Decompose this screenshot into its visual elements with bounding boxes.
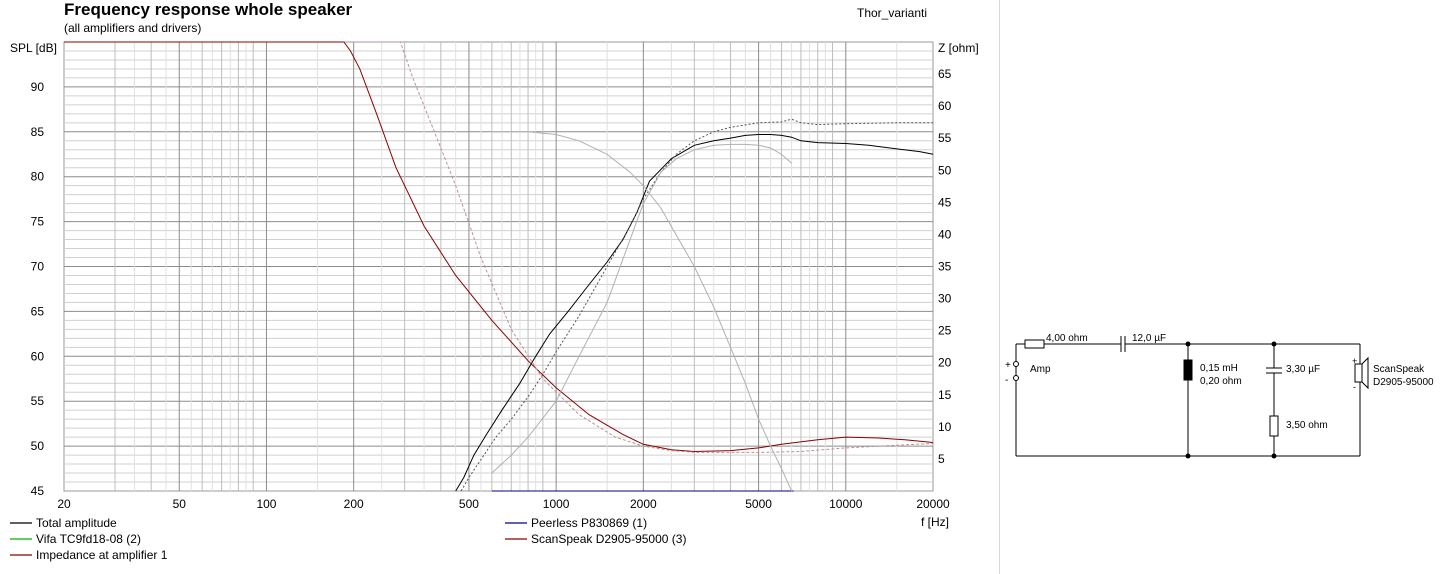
amp-minus-sign: - [1005,375,1008,386]
y2-tick-label: 50 [938,163,952,177]
series-line [455,134,934,492]
legend-label: Impedance at amplifier 1 [36,548,168,562]
y-tick-label: 80 [31,170,45,184]
x-tick-label: 20 [57,497,71,511]
speaker-icon [1354,363,1363,383]
y2-tick-label: 25 [938,324,952,338]
y2-tick-label: 10 [938,420,952,434]
inductor-resistance: 0,20 ohm [1200,376,1242,387]
legend-label: Total amplitude [36,516,117,530]
legend-label: ScanSpeak D2905-95000 (3) [531,532,686,546]
x-tick-label: 500 [459,497,479,511]
series-line [491,131,793,492]
shunt-inductor [1183,359,1193,381]
x-tick-label: 10000 [829,497,863,511]
y-tick-label: 60 [31,349,45,363]
y2-tick-label: 35 [938,260,952,274]
chart-title: Frequency response whole speaker [64,0,353,19]
y2-tick-label: 60 [938,99,952,113]
shunt-resistor [1269,415,1279,437]
panel-divider [999,0,1000,574]
x-tick-label: 100 [256,497,276,511]
series-resistor-value: 4,00 ohm [1046,333,1088,344]
driver-name-line1: ScanSpeak [1373,364,1425,375]
x-tick-label: 5000 [745,497,772,511]
y2-tick-label: 5 [938,452,945,466]
y-tick-label: 55 [31,394,45,408]
x-tick-label: 2000 [630,497,657,511]
y-tick-label: 90 [31,80,45,94]
y-tick-label: 45 [31,484,45,498]
y2-tick-label: 20 [938,356,952,370]
amp-minus-terminal [1013,375,1019,381]
variant-label: Thor_varianti [857,6,928,20]
legend-label: Vifa TC9fd18-08 (2) [36,532,141,546]
y-tick-label: 85 [31,125,45,139]
frequency-response-chart: 20 50 100 200 500 1000 2000 5000 10000 20000 45 50 5… [10,41,979,562]
y-axis-label: SPL [dB] [10,41,57,55]
series-capacitor-value: 12,0 µF [1132,333,1166,344]
x-tick-label: 200 [344,497,364,511]
y2-tick-label: 55 [938,131,952,145]
shunt-resistor-value: 3,50 ohm [1286,420,1328,431]
x-tick-label: 1000 [543,497,570,511]
amp-plus-terminal [1013,361,1019,367]
series-line [491,143,792,474]
shunt-capacitor-value: 3,30 µF [1286,364,1320,375]
driver-plus-sign: + [1352,356,1357,366]
series-resistor [1024,339,1045,349]
chart-subtitle: (all amplifiers and drivers) [64,21,202,35]
legend-label: Peerless P830869 (1) [531,516,647,530]
x-tick-label: 50 [173,497,187,511]
amp-label: Amp [1030,364,1051,375]
y2-tick-label: 45 [938,195,952,209]
y2-axis-label: Z [ohm] [938,41,979,55]
series-line [353,41,934,453]
y2-tick-label: 30 [938,292,952,306]
y-tick-label: 50 [31,439,45,453]
inductor-value: 0,15 mH [1200,363,1238,374]
driver-name-line2: D2905-95000 [1373,377,1434,388]
y2-tick-label: 65 [938,67,952,81]
y2-tick-label: 15 [938,388,952,402]
y2-tick-label: 40 [938,227,952,241]
x-tick-label: 20000 [916,497,950,511]
y-tick-label: 75 [31,215,45,229]
amp-plus-sign: + [1005,360,1011,371]
y-tick-label: 65 [31,304,45,318]
y-tick-label: 70 [31,260,45,274]
series-line [64,41,934,453]
driver-minus-sign: - [1353,382,1356,392]
x-axis-label: f [Hz] [921,515,949,529]
